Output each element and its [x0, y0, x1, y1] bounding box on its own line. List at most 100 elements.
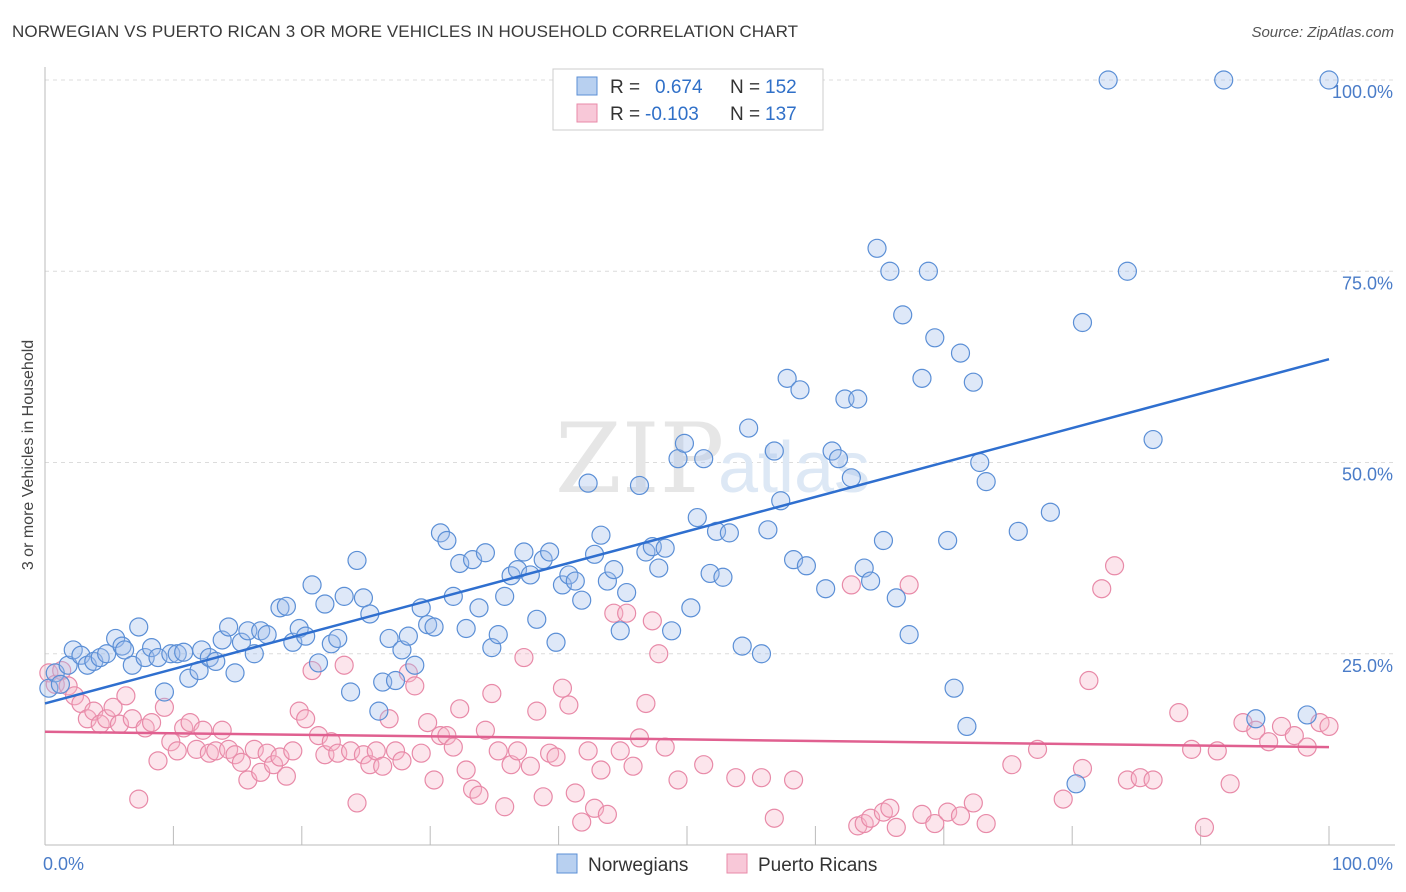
- norwegian-point-106: [739, 418, 759, 438]
- bottom-legend-puerto-ricans: Puerto Ricans: [758, 855, 877, 876]
- puerto-rican-point-63: [443, 737, 463, 757]
- norwegian-point-113: [790, 380, 810, 400]
- norwegian-point-115: [816, 579, 836, 599]
- norwegian-point-85: [591, 525, 611, 545]
- norwegian-point-98: [681, 598, 701, 618]
- norwegian-point-136: [963, 372, 983, 392]
- norwegian-point-21: [174, 642, 194, 662]
- puerto-rican-point-69: [482, 683, 502, 704]
- puerto-rican-point-99: [726, 768, 746, 788]
- norwegian-point-44: [328, 628, 348, 649]
- norwegian-point-105: [732, 636, 752, 656]
- puerto-rican-point-128: [1182, 739, 1202, 759]
- puerto-rican-point-64: [450, 699, 470, 719]
- norwegian-point-114: [796, 556, 817, 576]
- puerto-rican-point-59: [418, 712, 438, 733]
- norwegian-point-133: [944, 678, 964, 698]
- puerto-rican-point-94: [642, 611, 662, 631]
- legend-r-value-1: 0.674: [655, 77, 703, 98]
- norwegian-point-34: [257, 625, 277, 645]
- norwegian-point-77: [540, 542, 560, 562]
- norwegian-point-88: [610, 621, 630, 641]
- norwegian-point-29: [225, 663, 245, 683]
- norwegian-point-56: [405, 655, 425, 675]
- puerto-rican-point-112: [925, 813, 945, 834]
- puerto-rican-point-109: [886, 817, 906, 838]
- series-puerto-ricans: [39, 556, 1339, 838]
- puerto-rican-point-38: [283, 741, 303, 761]
- puerto-rican-point-89: [610, 741, 630, 761]
- norwegian-point-100: [694, 449, 714, 469]
- puerto-rican-point-71: [495, 797, 515, 817]
- puerto-rican-point-93: [636, 693, 656, 714]
- norwegian-point-55: [398, 626, 418, 646]
- norwegian-point-137: [970, 452, 990, 473]
- norwegian-point-130: [918, 261, 938, 281]
- puerto-rican-point-41: [302, 660, 322, 681]
- norwegian-point-75: [527, 609, 547, 629]
- puerto-rican-point-129: [1194, 817, 1215, 838]
- puerto-rican-point-102: [783, 770, 804, 790]
- norwegian-point-67: [475, 543, 496, 563]
- puerto-rican-point-133: [1246, 720, 1266, 740]
- norwegian-point-18: [154, 682, 175, 702]
- norwegian-point-35: [270, 598, 290, 618]
- norwegian-point-79: [552, 575, 573, 595]
- puerto-rican-point-30: [231, 752, 252, 772]
- puerto-rican-point-90: [617, 603, 637, 623]
- puerto-rican-point-82: [565, 783, 585, 803]
- norwegian-point-50: [369, 701, 389, 721]
- norwegian-point-149: [1297, 705, 1317, 725]
- norwegian-point-83: [578, 473, 598, 493]
- legend-box: [552, 68, 824, 131]
- norwegian-point-132: [938, 530, 958, 551]
- puerto-rican-point-127: [1169, 703, 1189, 723]
- source-note: Source: ZipAtlas.com: [1251, 24, 1394, 41]
- norwegian-point-28: [219, 617, 239, 637]
- norwegian-point-125: [880, 261, 900, 281]
- puerto-rican-point-100: [751, 768, 772, 788]
- norwegian-point-128: [899, 625, 919, 645]
- puerto-rican-point-28: [219, 739, 239, 759]
- bottom-legend-swatch-puerto-ricans: [726, 853, 748, 874]
- norwegian-point-87: [604, 559, 624, 580]
- norwegian-point-122: [861, 571, 881, 591]
- puerto-rican-point-95: [649, 644, 669, 664]
- puerto-rican-point-108: [880, 798, 900, 818]
- norwegian-point-40: [302, 575, 322, 595]
- norwegian-point-2: [50, 674, 71, 694]
- norwegian-point-116: [822, 441, 842, 461]
- norwegian-point-36: [276, 596, 296, 616]
- norwegian-point-135: [957, 716, 977, 737]
- norwegian-point-129: [912, 368, 932, 388]
- puerto-rican-point-20: [167, 741, 187, 761]
- puerto-rican-point-136: [1284, 726, 1304, 746]
- puerto-rican-point-17: [148, 751, 168, 771]
- puerto-rican-point-116: [976, 813, 996, 834]
- chart-title: NORWEGIAN VS PUERTO RICAN 3 OR MORE VEHI…: [12, 22, 799, 41]
- puerto-rican-point-79: [546, 747, 566, 767]
- norwegian-point-134: [950, 343, 971, 363]
- norwegian-point-101: [700, 563, 720, 584]
- puerto-rican-point-46: [334, 655, 354, 675]
- norwegian-point-43: [321, 634, 341, 654]
- puerto-rican-point-115: [963, 793, 983, 813]
- puerto-rican-point-3: [58, 676, 78, 696]
- puerto-rican-point-60: [424, 770, 444, 790]
- norwegian-point-142: [1072, 312, 1093, 333]
- grid-lines: [45, 79, 1395, 655]
- puerto-rican-point-68: [475, 720, 496, 740]
- legend-r-value-2: -0.103: [645, 104, 699, 125]
- norwegian-point-124: [873, 530, 894, 551]
- puerto-rican-point-18: [154, 697, 175, 717]
- norwegian-point-104: [719, 523, 739, 543]
- puerto-rican-point-131: [1220, 774, 1240, 794]
- norwegian-point-117: [828, 449, 849, 469]
- norwegian-point-61: [437, 530, 457, 551]
- legend-r-label-2: R =: [610, 104, 640, 125]
- legend: R = 0.674 N = 152 R = -0.103 N = 137: [552, 68, 824, 131]
- series-norwegians: [39, 70, 1339, 794]
- norwegian-point-24: [192, 640, 212, 660]
- norwegian-point-45: [334, 586, 354, 606]
- trend-lines: [44, 358, 1330, 749]
